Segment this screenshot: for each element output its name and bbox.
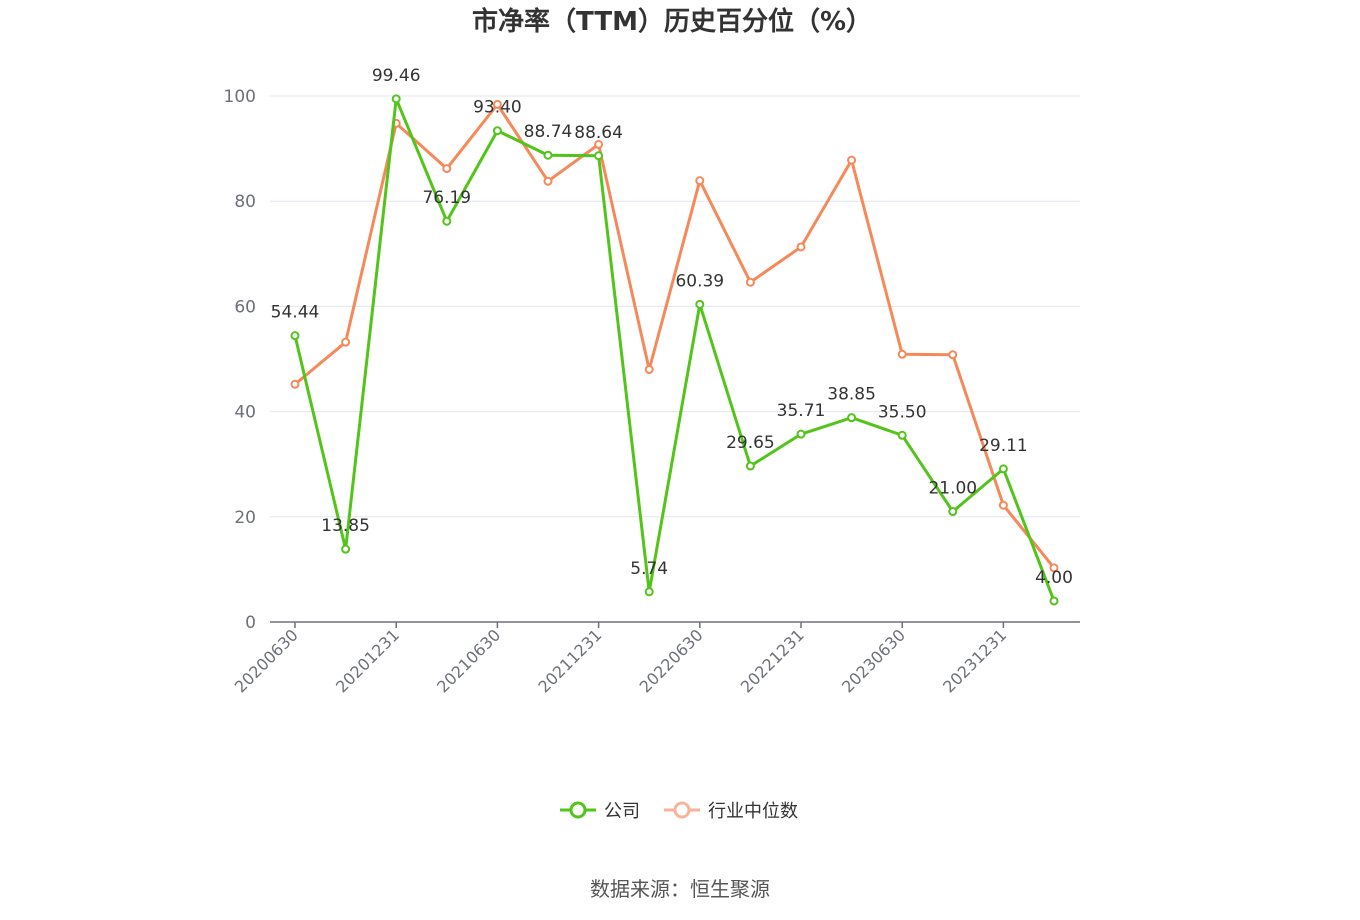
data-label: 60.39: [675, 271, 724, 291]
data-point[interactable]: [594, 139, 604, 149]
legend-item[interactable]: 公司: [560, 801, 640, 822]
data-point[interactable]: [290, 331, 300, 341]
data-point[interactable]: [442, 216, 452, 226]
data-label: 35.50: [878, 402, 927, 422]
legend-item[interactable]: 行业中位数: [664, 801, 798, 822]
series-layer: [290, 94, 1059, 606]
data-point[interactable]: [442, 164, 452, 174]
x-tick-label: 20220630: [636, 625, 707, 696]
x-tick-label: 20221231: [737, 625, 808, 696]
data-label: 38.85: [827, 385, 876, 405]
data-label: 29.65: [726, 433, 775, 453]
data-label: 13.85: [321, 516, 370, 536]
data-label: 88.74: [524, 122, 573, 142]
data-point[interactable]: [543, 150, 553, 160]
x-tick-label: 20230630: [838, 625, 909, 696]
data-point[interactable]: [998, 500, 1008, 510]
data-point[interactable]: [847, 155, 857, 165]
series-line: [294, 102, 1056, 569]
data-point[interactable]: [948, 350, 958, 360]
data-point[interactable]: [492, 126, 502, 136]
x-tick-label: 20201231: [332, 625, 403, 696]
data-point[interactable]: [290, 379, 300, 389]
y-tick-label: 100: [224, 87, 256, 107]
data-point[interactable]: [998, 464, 1008, 474]
data-point[interactable]: [695, 299, 705, 309]
data-source: 数据来源：恒生聚源: [590, 877, 770, 901]
data-point[interactable]: [745, 277, 755, 287]
data-point[interactable]: [492, 99, 502, 109]
data-point[interactable]: [796, 242, 806, 252]
data-label: 88.64: [574, 123, 623, 143]
data-label: 35.71: [777, 401, 826, 421]
data-point[interactable]: [897, 430, 907, 440]
data-point[interactable]: [594, 151, 604, 161]
y-tick-label: 60: [234, 297, 256, 317]
data-point[interactable]: [644, 587, 654, 597]
legend[interactable]: 公司 行业中位数: [560, 801, 798, 822]
data-label: 54.44: [271, 303, 320, 323]
data-point[interactable]: [847, 413, 857, 423]
data-point[interactable]: [644, 365, 654, 375]
y-tick-label: 20: [234, 508, 256, 528]
x-tick-label: 20211231: [534, 625, 605, 696]
data-point[interactable]: [391, 94, 401, 104]
data-point[interactable]: [948, 507, 958, 517]
series-line: [293, 97, 1056, 602]
data-label: 5.74: [630, 559, 668, 579]
data-label: 29.11: [979, 436, 1028, 456]
legend-label: 公司: [604, 801, 640, 822]
x-tick-label: 20231231: [939, 625, 1010, 696]
data-point[interactable]: [897, 349, 907, 359]
data-point[interactable]: [341, 337, 351, 347]
data-point[interactable]: [543, 176, 553, 186]
y-tick-label: 0: [245, 613, 256, 633]
legend-marker: [569, 801, 587, 819]
data-label: 93.40: [473, 98, 522, 118]
x-tick-label: 20210630: [433, 625, 504, 696]
data-point[interactable]: [695, 176, 705, 186]
legend-label: 行业中位数: [708, 801, 798, 822]
x-tick-label: 20200630: [231, 625, 302, 696]
data-point[interactable]: [796, 429, 806, 439]
y-tick-label: 40: [234, 403, 256, 423]
data-label: 76.19: [422, 188, 471, 208]
chart-title: 市净率（TTM）历史百分位（%）: [472, 6, 872, 37]
data-label: 4.00: [1035, 568, 1073, 588]
data-point[interactable]: [1049, 563, 1059, 573]
y-tick-label: 80: [234, 192, 256, 212]
data-point[interactable]: [1049, 596, 1059, 606]
data-label: 21.00: [928, 479, 977, 499]
data-point[interactable]: [745, 461, 755, 471]
legend-marker: [673, 801, 691, 819]
data-label: 99.46: [372, 66, 421, 86]
axes: 0 20 40 60 80 100 20200630 20201231 20210630 2021…: [224, 87, 1080, 696]
data-point[interactable]: [341, 544, 351, 554]
grid-lines: [270, 95, 1080, 518]
